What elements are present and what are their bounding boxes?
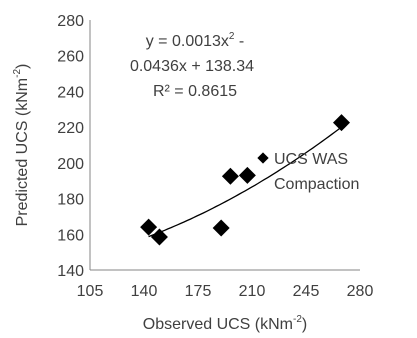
x-tick-label: 280 xyxy=(347,283,374,300)
equation-line-2: 0.0436x + 138.34 xyxy=(130,58,254,75)
legend-label-line-2: Compaction xyxy=(274,176,359,193)
data-points xyxy=(140,114,350,246)
data-point xyxy=(238,166,256,184)
x-axis-title: Observed UCS (kNm-2) xyxy=(143,314,307,333)
y-tick-label: 140 xyxy=(57,263,84,280)
y-tick-labels: 140 160 180 200 220 240 260 280 xyxy=(57,13,84,280)
y-tick-label: 220 xyxy=(57,120,84,137)
x-tick-label: 105 xyxy=(77,283,104,300)
axes xyxy=(89,20,360,271)
legend: UCS WAS Compaction xyxy=(257,151,359,193)
trendline xyxy=(148,126,342,238)
y-axis-title: Predicted UCS (kNm-2) xyxy=(12,64,31,227)
y-tick-label: 200 xyxy=(57,156,84,173)
data-point xyxy=(212,219,230,237)
y-tick-label: 280 xyxy=(57,13,84,30)
r-squared-label: R² = 0.8615 xyxy=(153,83,237,100)
y-tick-label: 240 xyxy=(57,84,84,101)
x-tick-labels: 105 140 175 210 245 280 xyxy=(77,283,374,300)
data-point xyxy=(150,228,168,246)
data-point xyxy=(140,218,158,236)
y-tick-label: 260 xyxy=(57,49,84,66)
data-point xyxy=(332,114,350,132)
y-tick-label: 160 xyxy=(57,227,84,244)
x-tick-label: 175 xyxy=(185,283,212,300)
legend-label-line-1: UCS WAS xyxy=(274,151,348,168)
equation-line-1: y = 0.0013x2 - xyxy=(146,31,245,50)
y-tick-label: 180 xyxy=(57,192,84,209)
legend-marker xyxy=(257,152,269,164)
data-point xyxy=(221,167,239,185)
x-tick-label: 210 xyxy=(239,283,266,300)
x-tick-label: 140 xyxy=(131,283,158,300)
x-tick-label: 245 xyxy=(293,283,320,300)
